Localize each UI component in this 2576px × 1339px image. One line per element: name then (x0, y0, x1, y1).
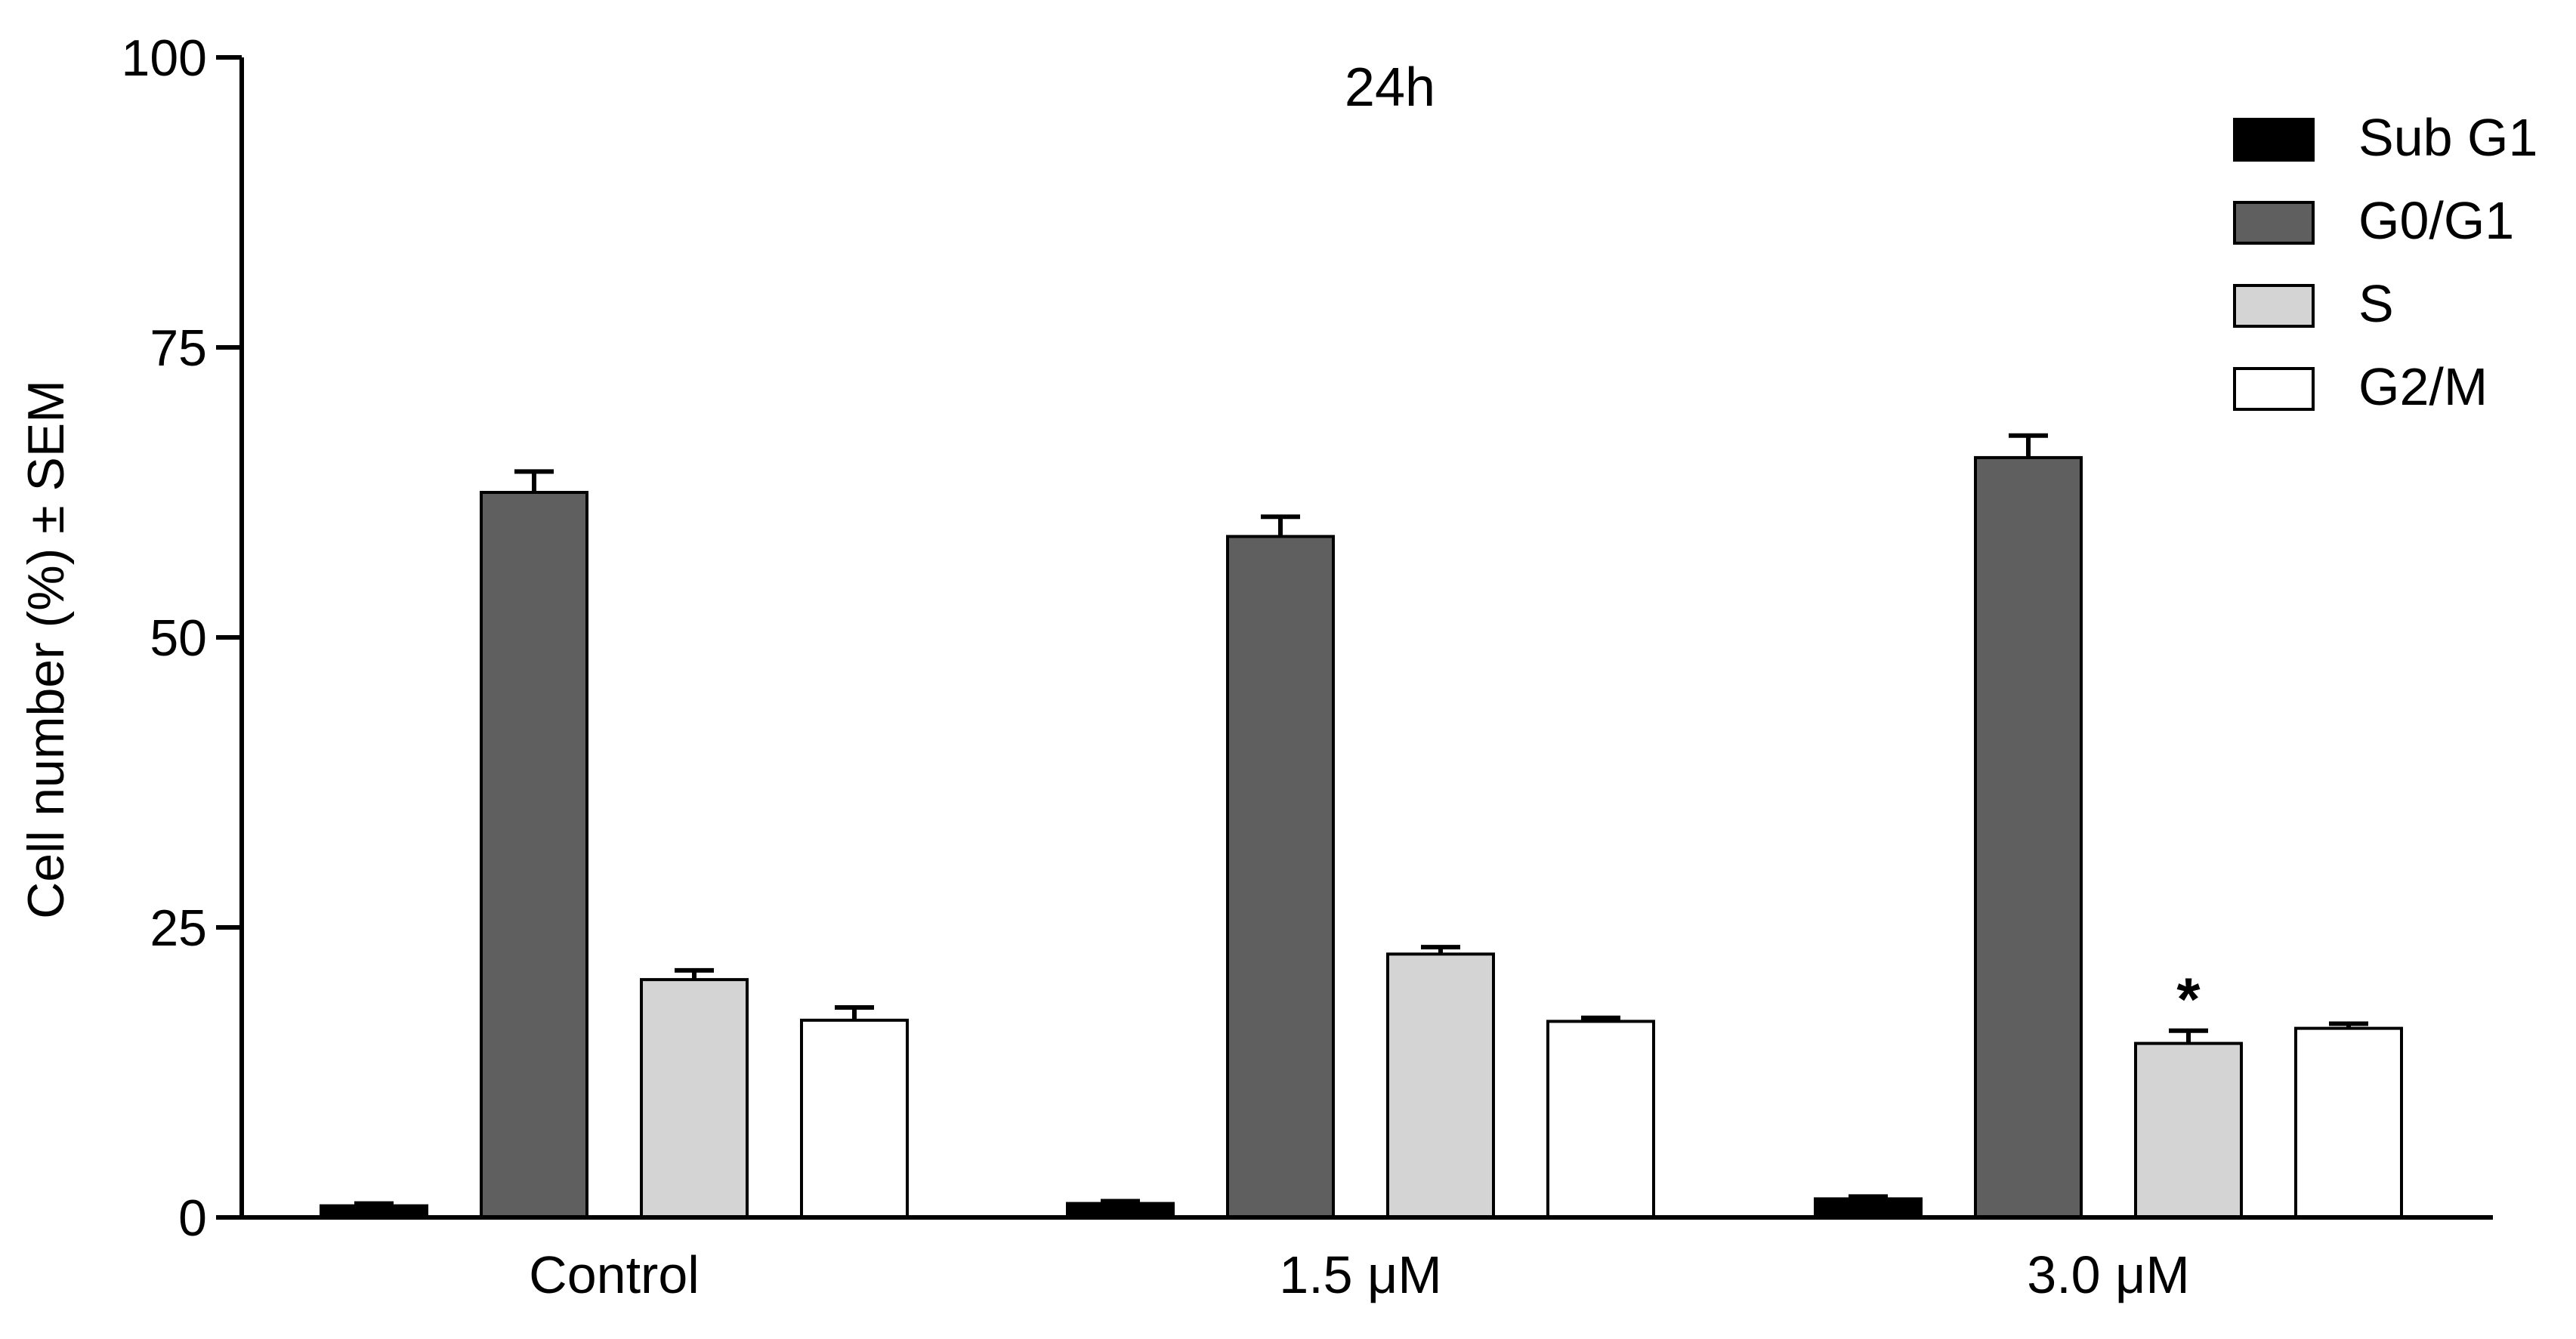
bars-layer: * (320, 433, 2403, 1220)
bar (1546, 1020, 1655, 1220)
bar (480, 491, 588, 1219)
legend-label: G0/G1 (2358, 191, 2514, 250)
y-tick-label: 0 (178, 1189, 207, 1247)
x-tick-label: Control (529, 1245, 700, 1304)
axes-layer: 0 25 50 75 100 Control 1.5 μM 3.0 μM (122, 29, 2493, 1304)
legend-swatch (2233, 118, 2315, 162)
bar (2134, 1041, 2243, 1219)
x-tick-label: 1.5 μM (1279, 1245, 1441, 1304)
y-tick-label: 25 (150, 899, 207, 957)
bar (2294, 1026, 2403, 1219)
bar (1386, 952, 1495, 1219)
bar (1814, 1197, 1923, 1219)
legend-label: Sub G1 (2358, 108, 2537, 167)
legend-swatch (2233, 201, 2315, 245)
legend-swatch (2233, 284, 2315, 328)
bar (800, 1018, 909, 1219)
bar (1974, 455, 2083, 1219)
y-axis-label: Cell number (%) ± SEM (17, 380, 75, 919)
x-tick-label: 3.0 μM (2027, 1245, 2189, 1304)
chart-title: 24h (1345, 57, 1435, 118)
significance-marker: * (2176, 966, 2201, 1033)
legend-swatch (2233, 367, 2315, 411)
y-tick-label: 75 (150, 319, 207, 377)
y-tick-label: 100 (122, 29, 207, 87)
bar (640, 978, 749, 1219)
legend: Sub G1 G0/G1 S G2/M (2233, 108, 2537, 416)
bar (1226, 535, 1335, 1219)
legend-label: S (2358, 274, 2394, 333)
legend-label: G2/M (2358, 357, 2488, 416)
y-tick-label: 50 (150, 609, 207, 667)
